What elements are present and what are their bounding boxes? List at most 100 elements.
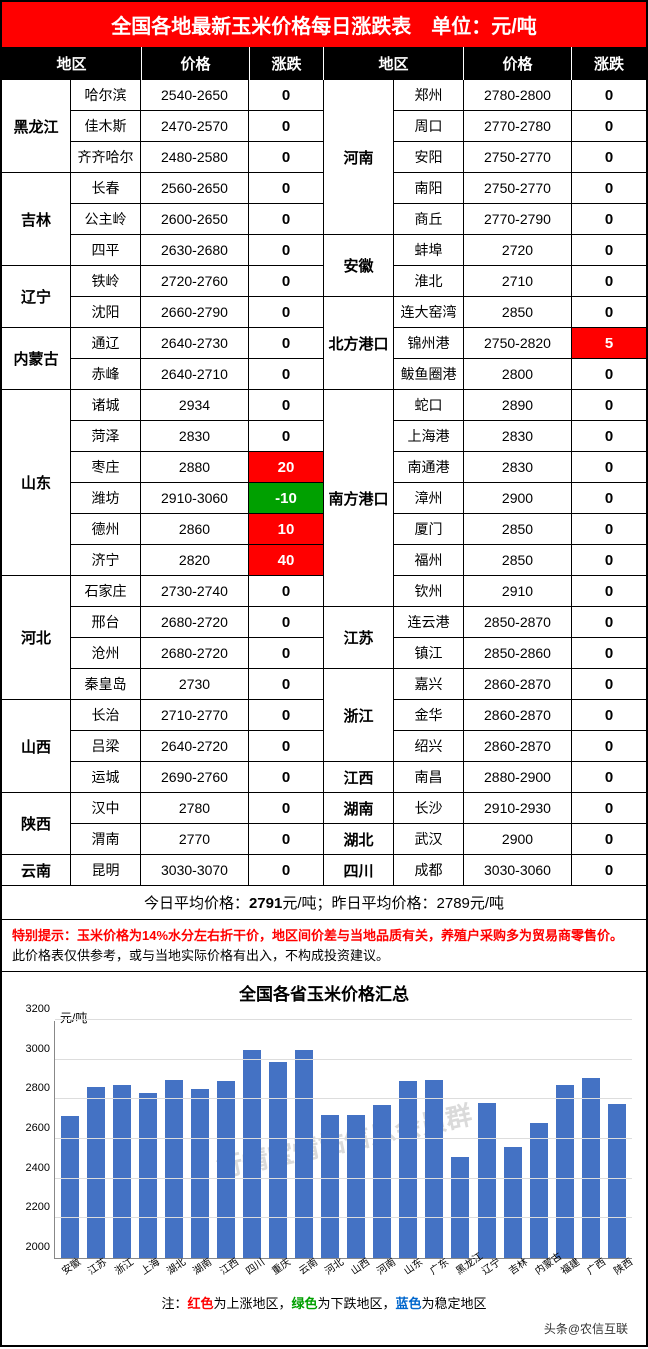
- change-cell: 0: [572, 173, 646, 203]
- chart-bar: [399, 1081, 417, 1258]
- city-cell: 长治: [71, 700, 141, 730]
- table-row: 武汉29000: [394, 824, 646, 855]
- city-cell: 漳州: [394, 483, 464, 513]
- change-cell: 0: [572, 669, 646, 699]
- header-price-left: 价格: [142, 47, 250, 80]
- price-cell: 2850: [464, 514, 572, 544]
- city-cell: 哈尔滨: [71, 80, 141, 110]
- note-row: 特别提示：玉米价格为14%水分左右折干价，地区间价差与当地品质有关，养殖户采购多…: [2, 920, 646, 972]
- city-cell: 汉中: [71, 793, 141, 823]
- x-label: 福建: [557, 1255, 589, 1290]
- x-label: 黑龙江: [452, 1255, 484, 1290]
- price-cell: 2690-2760: [141, 762, 249, 792]
- region-cell: 陕西: [2, 793, 71, 855]
- price-cell: 2900: [464, 824, 572, 854]
- price-cell: 2710-2770: [141, 700, 249, 730]
- price-cell: 3030-3060: [464, 855, 572, 885]
- city-cell: 佳木斯: [71, 111, 141, 141]
- x-label: 山西: [347, 1255, 379, 1290]
- change-cell: 0: [249, 80, 323, 110]
- grid-line: [55, 1217, 632, 1218]
- table-row: 赤峰2640-27100: [71, 359, 323, 390]
- price-cell: 2720-2760: [141, 266, 249, 296]
- chart-section: 全国各省玉米价格汇总 元/吨 2000220024002600280030003…: [2, 972, 646, 1345]
- x-label: 重庆: [268, 1255, 300, 1290]
- table-row: 菏泽28300: [71, 421, 323, 452]
- change-cell: 0: [572, 762, 646, 792]
- change-cell: 0: [249, 266, 323, 296]
- price-cell: 2480-2580: [141, 142, 249, 172]
- change-cell: 0: [249, 731, 323, 761]
- header-region-left: 地区: [2, 47, 142, 80]
- legend-blue-t: 为稳定地区: [422, 1296, 487, 1311]
- average-row: 今日平均价格：2791元/吨；昨日平均价格：2789元/吨: [2, 886, 646, 920]
- city-cell: 济宁: [71, 545, 141, 575]
- header-change-right: 涨跌: [572, 47, 646, 80]
- city-cell: 锦州港: [394, 328, 464, 358]
- change-cell: 0: [572, 80, 646, 110]
- legend-prefix: 注：: [161, 1296, 187, 1311]
- change-cell: 0: [249, 173, 323, 203]
- x-label: 江西: [216, 1255, 248, 1290]
- city-cell: 潍坊: [71, 483, 141, 513]
- chart-bar: [243, 1050, 261, 1258]
- price-cell: 2710: [464, 266, 572, 296]
- table-row: 嘉兴2860-28700: [394, 669, 646, 700]
- price-cell: 2640-2720: [141, 731, 249, 761]
- city-cell: 商丘: [394, 204, 464, 234]
- chart-bar: [347, 1115, 365, 1258]
- x-label: 云南: [295, 1255, 327, 1290]
- price-cell: 2860-2870: [464, 669, 572, 699]
- table-row: 诸城29340: [71, 390, 323, 421]
- table-row: 锦州港2750-28205: [394, 328, 646, 359]
- x-label: 河北: [321, 1255, 353, 1290]
- chart-bar: [504, 1147, 522, 1258]
- table-row: 沈阳2660-27900: [71, 297, 323, 328]
- table-row: 哈尔滨2540-26500: [71, 80, 323, 111]
- city-cell: 上海港: [394, 421, 464, 451]
- table-row: 铁岭2720-27600: [71, 266, 323, 297]
- price-cell: 2830: [464, 421, 572, 451]
- city-cell: 镇江: [394, 638, 464, 668]
- price-cell: 2750-2770: [464, 173, 572, 203]
- table-row: 潍坊2910-3060-10: [71, 483, 323, 514]
- table-row: 沧州2680-27200: [71, 638, 323, 669]
- table-row: 汉中27800: [71, 793, 323, 824]
- change-cell: 0: [572, 204, 646, 234]
- table-row: 连云港2850-28700: [394, 607, 646, 638]
- table-body: 黑龙江哈尔滨2540-26500佳木斯2470-25700齐齐哈尔2480-25…: [2, 80, 646, 886]
- table-row: 公主岭2600-26500: [71, 204, 323, 235]
- city-cell: 郑州: [394, 80, 464, 110]
- price-cell: 2630-2680: [141, 235, 249, 265]
- city-cell: 南昌: [394, 762, 464, 792]
- change-cell: 0: [249, 607, 323, 637]
- change-cell: 0: [572, 731, 646, 761]
- price-cell: 2770: [141, 824, 249, 854]
- x-label: 浙江: [111, 1255, 143, 1290]
- price-cell: 2910: [464, 576, 572, 606]
- table-row: 通辽2640-27300: [71, 328, 323, 359]
- legend-red-t: 为上涨地区，: [213, 1296, 291, 1311]
- table-row: 成都3030-30600: [394, 855, 646, 886]
- city-cell: 菏泽: [71, 421, 141, 451]
- header-price-right: 价格: [464, 47, 572, 80]
- price-cell: 2830: [141, 421, 249, 451]
- table-row: 福州28500: [394, 545, 646, 576]
- x-label: 河南: [373, 1255, 405, 1290]
- price-cell: 2900: [464, 483, 572, 513]
- table-row: 齐齐哈尔2480-25800: [71, 142, 323, 173]
- change-cell: 0: [572, 855, 646, 885]
- chart-bar: [165, 1080, 183, 1259]
- city-cell: 邢台: [71, 607, 141, 637]
- y-tick: 2800: [26, 1082, 50, 1094]
- price-cell: 2850: [464, 297, 572, 327]
- x-label: 湖北: [163, 1255, 195, 1290]
- change-cell: 0: [249, 700, 323, 730]
- table-row: 南昌2880-29000: [394, 762, 646, 793]
- region-cell: 安徽: [324, 235, 394, 297]
- city-cell: 厦门: [394, 514, 464, 544]
- x-label: 辽宁: [478, 1255, 510, 1290]
- left-column: 黑龙江哈尔滨2540-26500佳木斯2470-25700齐齐哈尔2480-25…: [2, 80, 324, 886]
- price-cell: 2850-2870: [464, 607, 572, 637]
- y-tick: 2400: [26, 1162, 50, 1174]
